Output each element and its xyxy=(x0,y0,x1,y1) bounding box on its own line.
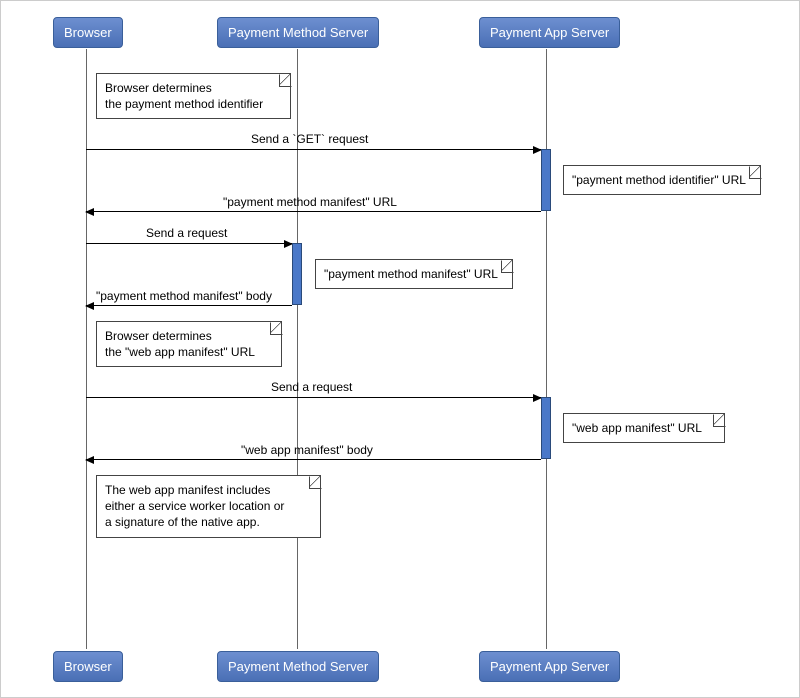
participant-pms-top: Payment Method Server xyxy=(217,17,379,48)
lifeline-pas xyxy=(546,49,547,649)
participant-label: Browser xyxy=(64,25,112,40)
msg-pmm-url xyxy=(86,211,541,212)
note-line: the "web app manifest" URL xyxy=(105,345,255,359)
msg-wam-body xyxy=(86,459,541,460)
participant-browser-bottom: Browser xyxy=(53,651,123,682)
participant-label: Browser xyxy=(64,659,112,674)
note-fold-icon xyxy=(279,73,291,85)
note-fold-icon xyxy=(270,321,282,333)
participant-pas-bottom: Payment App Server xyxy=(479,651,620,682)
msg-label-get-request: Send a `GET` request xyxy=(251,132,368,146)
sequence-diagram: Browser Payment Method Server Payment Ap… xyxy=(0,0,800,698)
participant-label: Payment Method Server xyxy=(228,25,368,40)
participant-browser-top: Browser xyxy=(53,17,123,48)
note-line: Browser determines xyxy=(105,81,212,95)
activation-pms xyxy=(292,243,302,305)
msg-label-send-request-pms: Send a request xyxy=(146,226,227,240)
note-line: "payment method identifier" URL xyxy=(572,173,746,187)
msg-send-request-pas xyxy=(86,397,541,398)
activation-pas-2 xyxy=(541,397,551,459)
participant-pas-top: Payment App Server xyxy=(479,17,620,48)
note-fold-icon xyxy=(713,413,725,425)
note-line: the payment method identifier xyxy=(105,97,263,111)
msg-pmm-body xyxy=(86,305,292,306)
msg-send-request-pms xyxy=(86,243,292,244)
note-line: "payment method manifest" URL xyxy=(324,267,498,281)
activation-pas-1 xyxy=(541,149,551,211)
msg-label-pmm-body: "payment method manifest" body xyxy=(96,289,272,303)
note-fold-icon xyxy=(749,165,761,177)
note-pmm-url: "payment method manifest" URL xyxy=(315,259,513,289)
note-fold-icon xyxy=(309,475,321,487)
note-determine-wam: Browser determines the "web app manifest… xyxy=(96,321,282,367)
note-line: a signature of the native app. xyxy=(105,515,260,529)
lifeline-browser xyxy=(86,49,87,649)
note-wam-includes: The web app manifest includes either a s… xyxy=(96,475,321,538)
msg-get-request xyxy=(86,149,541,150)
note-pmi-url: "payment method identifier" URL xyxy=(563,165,761,195)
note-line: either a service worker location or xyxy=(105,499,284,513)
note-determine-pmi: Browser determines the payment method id… xyxy=(96,73,291,119)
note-line: The web app manifest includes xyxy=(105,483,270,497)
msg-label-wam-body: "web app manifest" body xyxy=(241,443,373,457)
participant-pms-bottom: Payment Method Server xyxy=(217,651,379,682)
participant-label: Payment App Server xyxy=(490,659,609,674)
note-wam-url: "web app manifest" URL xyxy=(563,413,725,443)
participant-label: Payment Method Server xyxy=(228,659,368,674)
note-line: "web app manifest" URL xyxy=(572,421,702,435)
msg-label-pmm-url: "payment method manifest" URL xyxy=(223,195,397,209)
participant-label: Payment App Server xyxy=(490,25,609,40)
note-line: Browser determines xyxy=(105,329,212,343)
note-fold-icon xyxy=(501,259,513,271)
msg-label-send-request-pas: Send a request xyxy=(271,380,352,394)
